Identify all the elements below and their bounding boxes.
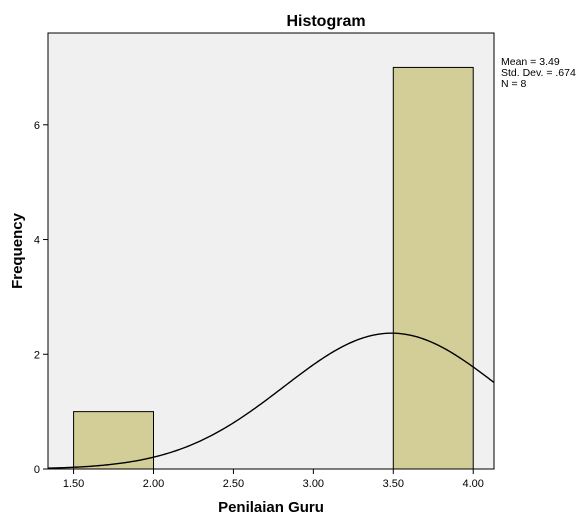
histogram-bar-4 (392, 66, 474, 470)
y-tick-label: 6 (34, 120, 40, 132)
y-axis-label: Frequency (9, 212, 26, 289)
x-tick-label: 4.00 (463, 478, 484, 490)
x-tick-label: 2.50 (223, 478, 244, 490)
y-axis-ticks: 0 2 4 6 (34, 120, 48, 476)
stats-line: Mean = 3.49 (501, 56, 560, 68)
y-tick-label: 4 (34, 235, 40, 247)
stats-line: Std. Dev. = .674 (501, 67, 576, 79)
stats-line: N = 8 (501, 78, 527, 90)
bars-group (73, 66, 474, 470)
x-tick-label: 1.50 (63, 478, 84, 490)
y-tick-label: 2 (34, 349, 40, 361)
x-axis-label: Penilaian Guru (218, 499, 324, 515)
normal-curve (47, 332, 495, 469)
x-tick-label: 3.00 (303, 478, 324, 490)
x-axis-ticks: 1.50 2.00 2.50 3.00 3.50 4.00 (63, 469, 484, 490)
chart-title: Histogram (286, 13, 365, 30)
x-tick-label: 3.50 (383, 478, 404, 490)
x-tick-label: 2.00 (143, 478, 164, 490)
y-tick-label: 0 (34, 464, 40, 476)
